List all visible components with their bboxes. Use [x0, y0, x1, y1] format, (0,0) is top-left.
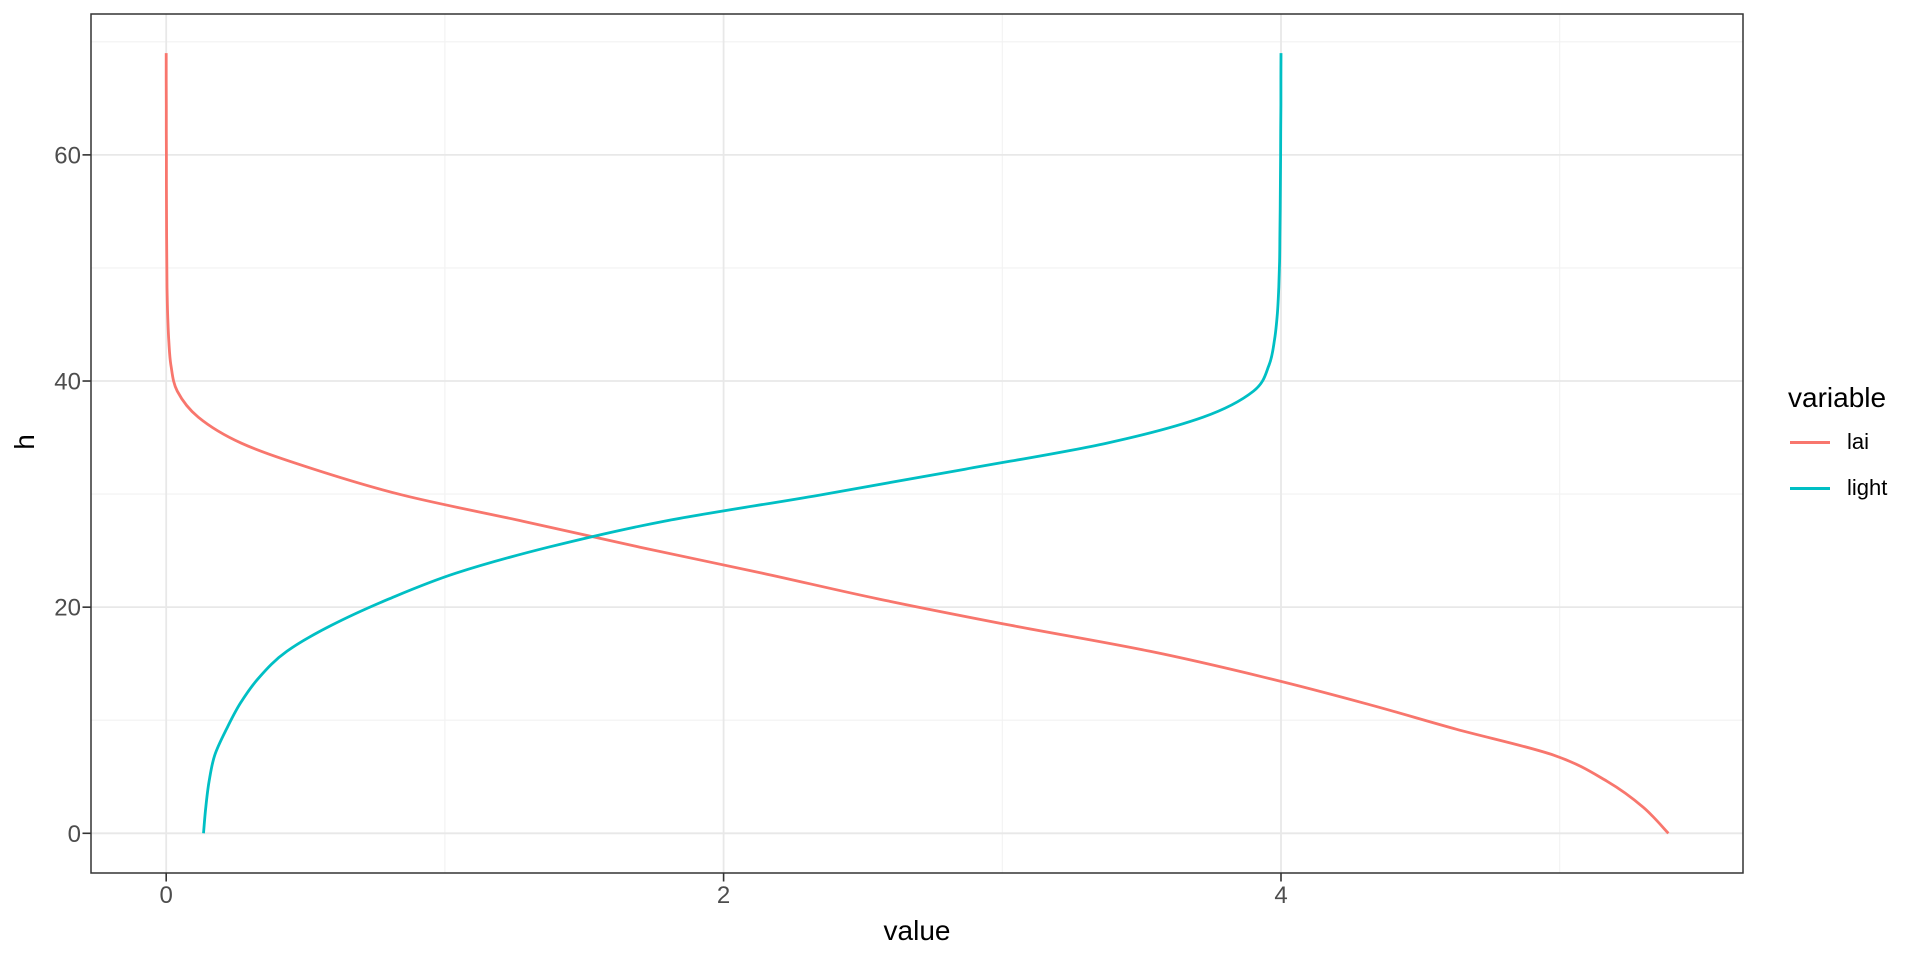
- x-tick-label: 2: [717, 882, 730, 909]
- y-tick-label: 60: [54, 142, 81, 169]
- legend-label-light: light: [1847, 475, 1888, 500]
- x-tick-label: 4: [1274, 882, 1287, 909]
- series-lines: [164, 53, 1670, 835]
- lai-line: [164, 53, 1670, 835]
- legend-title: variable: [1788, 382, 1887, 413]
- minor-gridlines: [91, 14, 1743, 873]
- major-gridlines: [91, 14, 1743, 873]
- panel-border: [90, 13, 1744, 874]
- y-tick-label: 20: [54, 595, 81, 622]
- y-axis-title: h: [9, 434, 40, 450]
- y-tick-label: 40: [54, 369, 81, 396]
- light-line: [202, 53, 1283, 834]
- x-axis-title: value: [884, 915, 951, 946]
- y-tick-label: 0: [68, 821, 81, 848]
- legend-item-lai: lai: [1788, 419, 1887, 465]
- axis-ticks: [82, 154, 1282, 882]
- x-tick-label: 0: [160, 882, 173, 909]
- light-line-swatch: [1790, 486, 1830, 490]
- plot-panel: [91, 14, 1743, 873]
- lai-line-swatch: [1790, 440, 1830, 444]
- legend-item-light: light: [1788, 465, 1887, 511]
- legend-label-lai: lai: [1847, 429, 1870, 454]
- legend: variable lai light: [1788, 384, 1887, 511]
